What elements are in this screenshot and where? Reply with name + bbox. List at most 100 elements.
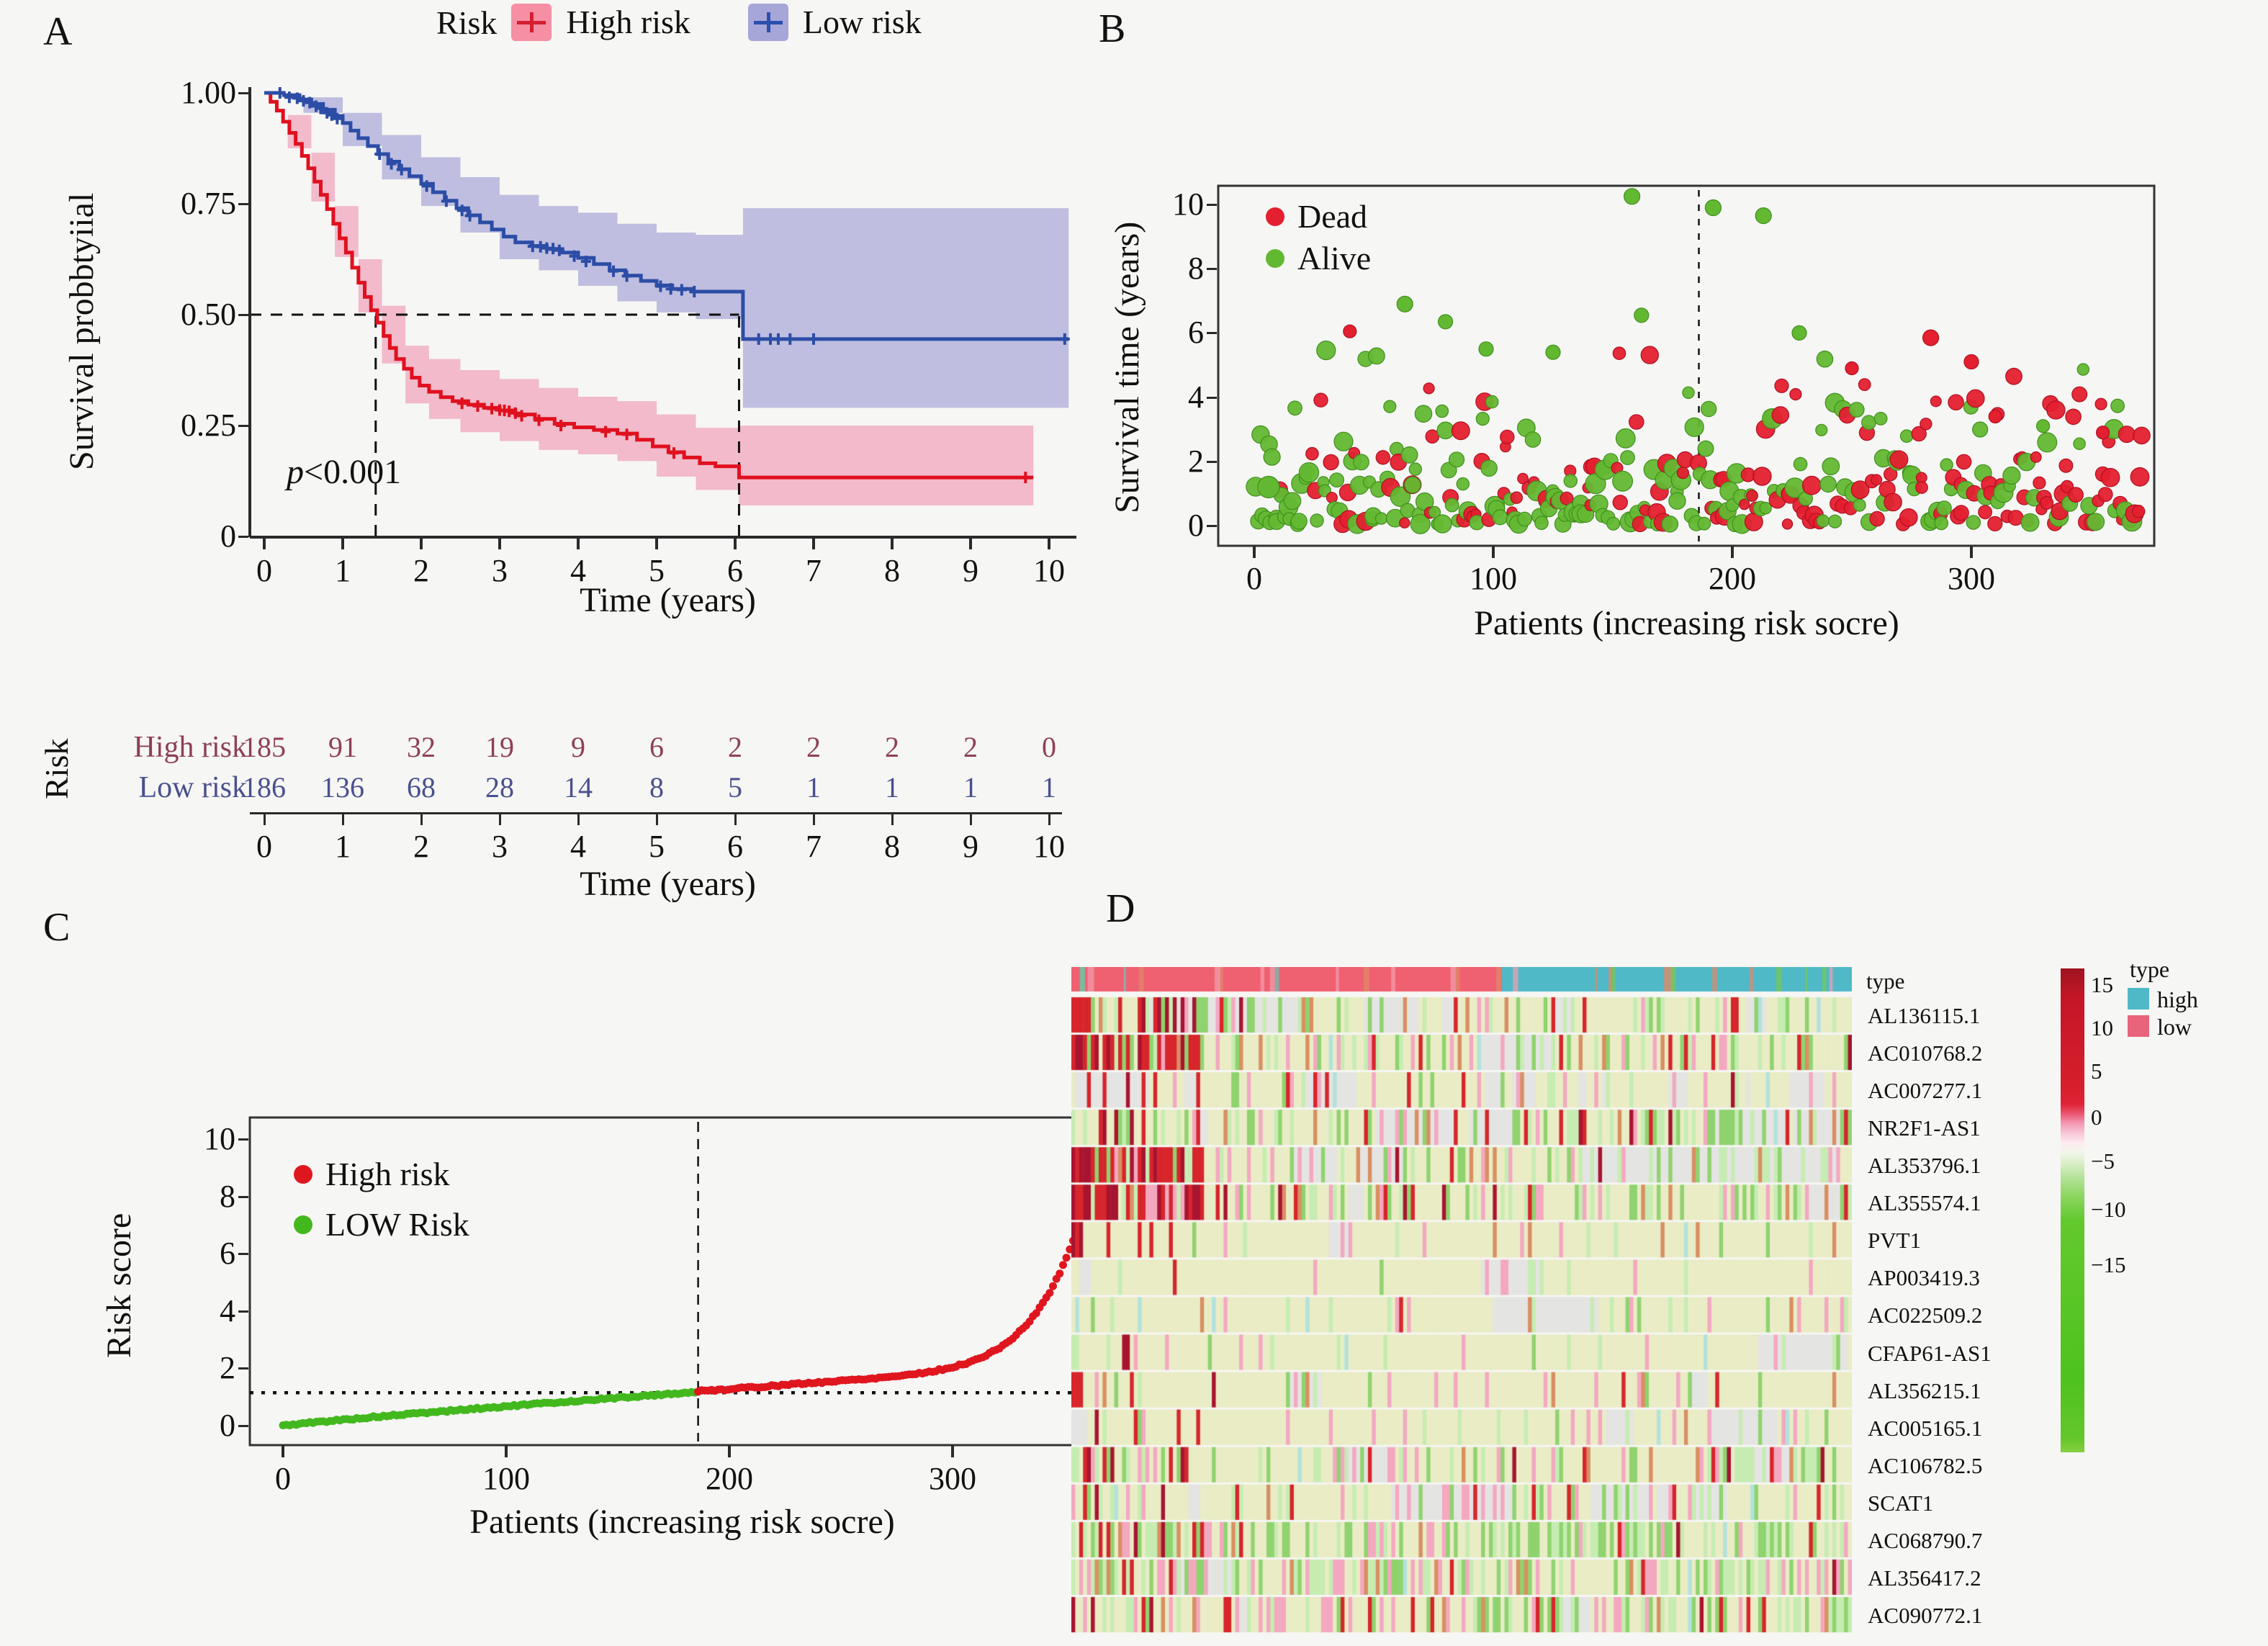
riskcurve-legend-low-label: LOW Risk (325, 1206, 469, 1243)
riskcurve-y-tick-label: 4 (220, 1292, 235, 1328)
heatmap-colorbar (2061, 968, 2084, 1452)
scatter-y-tick-mark (1207, 396, 1217, 399)
heatmap-gene-label: SCAT1 (1868, 1490, 1934, 1516)
risk-table-value: 5 (728, 771, 742, 804)
km-y-tick-mark (238, 314, 248, 316)
heatmap-gene-label: AL136115.1 (1868, 1003, 1981, 1028)
heatmap-colorbar-tick-label: 10 (2091, 1015, 2113, 1040)
heatmap-gene-label: AL355574.1 (1868, 1190, 1981, 1216)
scatter-y-tick-mark (1207, 268, 1217, 271)
risk-axis-tick (499, 814, 501, 825)
scatter-y-tick-mark (1207, 460, 1217, 463)
risk-table-value: 2 (963, 731, 978, 763)
high-type-swatch-icon (2128, 988, 2149, 1009)
heatmap-gene-label: AC010768.2 (1868, 1040, 1983, 1066)
scatter-x-tick-label: 100 (1470, 561, 1517, 596)
alive-dot-icon (1266, 249, 1284, 268)
heatmap-gene-label: AC005165.1 (1868, 1415, 1983, 1441)
risk-score-plot: 0 100 200 300 (248, 1116, 1112, 1496)
risk-axis-tick (342, 814, 344, 825)
risk-table-value: 1 (1042, 771, 1056, 804)
heatmap-colorbar-tick-label: 15 (2091, 971, 2113, 997)
risk-table-axis-line (250, 812, 1062, 814)
riskcurve-points (279, 1127, 1111, 1429)
risk-table-value: 32 (407, 731, 436, 763)
risk-table-value: 1 (963, 771, 978, 804)
risk-table-value: 1 (806, 771, 821, 804)
riskcurve-y-tick-mark (238, 1425, 248, 1427)
heatmap-gene-label: AL353796.1 (1868, 1153, 1981, 1179)
risk-table-value: 14 (564, 771, 593, 804)
risk-table-low-row-label: Low risk (138, 771, 248, 804)
riskcurve-y-tick-label: 10 (204, 1121, 235, 1156)
scatter-points (1246, 188, 2151, 534)
panel-d-letter: D (1106, 886, 1135, 931)
risk-table-value: 6 (649, 731, 664, 763)
scatter-y-tick-mark (1207, 525, 1217, 527)
km-x-tick-label: 4 (570, 553, 586, 588)
heatmap-colorbar-tick-label: −5 (2091, 1148, 2115, 1174)
heatmap-gene-label: CFAP61-AS1 (1868, 1340, 1992, 1366)
risk-axis-tick (813, 814, 815, 825)
heatmap-colorbar-tick-label: −15 (2091, 1252, 2126, 1278)
km-y-tick-label: 1.00 (181, 75, 236, 110)
riskcurve-x-axis-title: Patients (increasing risk socre) (469, 1503, 895, 1541)
heatmap-canvas (1071, 967, 1852, 1634)
panel-b-letter: B (1099, 6, 1126, 51)
scatter-legend-alive-label: Alive (1297, 240, 1372, 276)
risk-axis-tick-label: 2 (413, 829, 429, 864)
scatter-y-tick-mark (1207, 332, 1217, 335)
km-x-tick-label: 9 (963, 553, 978, 588)
km-y-tick-mark (238, 92, 248, 94)
scatter-x-tick-label: 200 (1709, 561, 1756, 596)
km-y-tick-label: 0.50 (181, 297, 236, 332)
riskcurve-y-tick-mark (238, 1367, 248, 1370)
scatter-y-tick-label: 10 (1172, 186, 1204, 222)
heatmap-gene-label: AL356215.1 (1868, 1377, 1981, 1403)
km-x-axis-title: Time (years) (580, 581, 756, 619)
riskcurve-x-tick-label: 100 (482, 1461, 530, 1496)
scatter-legend-dead-label: Dead (1297, 198, 1368, 235)
low-risk-dot-icon (294, 1215, 312, 1234)
risk-axis-tick-label: 5 (649, 829, 665, 864)
high-risk-swatch-icon (511, 4, 552, 41)
riskcurve-legend-high-label: High risk (325, 1156, 450, 1192)
survival-scatter-plot: 0 100 200 300 (1217, 184, 2156, 596)
risk-table-value: 1 (885, 771, 899, 804)
km-y-tick-label: 0 (220, 518, 236, 554)
heatmap-gene-label: NR2F1-AS1 (1868, 1115, 1981, 1141)
risk-axis-tick (970, 814, 972, 825)
risk-axis-tick (891, 814, 894, 825)
km-plot: 0 1 2 3 4 5 6 7 8 9 10 (248, 87, 1076, 588)
heatmap-gene-label: AL356417.2 (1868, 1565, 1981, 1591)
risk-table-value: 185 (243, 731, 286, 763)
heatmap-gene-label: AC022509.2 (1868, 1303, 1983, 1328)
riskcurve-y-axis-title: Risk score (100, 1213, 138, 1358)
risk-table-value: 0 (1042, 731, 1056, 763)
heatmap-gene-label: AC007277.1 (1868, 1078, 1983, 1104)
km-x-tick-label: 1 (335, 553, 351, 588)
risk-axis-tick-label: 6 (727, 829, 743, 864)
km-x-tick-label: 7 (806, 553, 822, 588)
risk-table-value: 186 (243, 771, 286, 804)
scatter-y-tick-label: 6 (1188, 315, 1204, 351)
heatmap-annotation-label: type (1866, 968, 1905, 994)
riskcurve-y-tick-mark (238, 1253, 248, 1256)
risk-axis-tick (577, 814, 580, 825)
risk-table-value: 19 (485, 731, 514, 763)
risk-table-value: 91 (328, 731, 357, 763)
km-x-tick-label: 8 (884, 553, 900, 588)
low-type-swatch-icon (2128, 1015, 2149, 1037)
heatmap-colorbar-tick-label: 0 (2091, 1105, 2102, 1130)
panel-a-letter: A (43, 9, 73, 54)
risk-table-value: 2 (806, 731, 821, 763)
panel-c-letter: C (43, 905, 71, 950)
risk-table-value: 9 (571, 731, 585, 763)
risk-table-value: 8 (649, 771, 664, 804)
riskcurve-y-tick-mark (238, 1138, 248, 1141)
risk-axis-tick-label: 7 (806, 829, 822, 864)
km-y-tick-mark (238, 203, 248, 205)
riskcurve-y-tick-label: 8 (220, 1178, 235, 1214)
riskcurve-y-tick-mark (238, 1195, 248, 1198)
km-legend-high-label: High risk (566, 4, 690, 40)
